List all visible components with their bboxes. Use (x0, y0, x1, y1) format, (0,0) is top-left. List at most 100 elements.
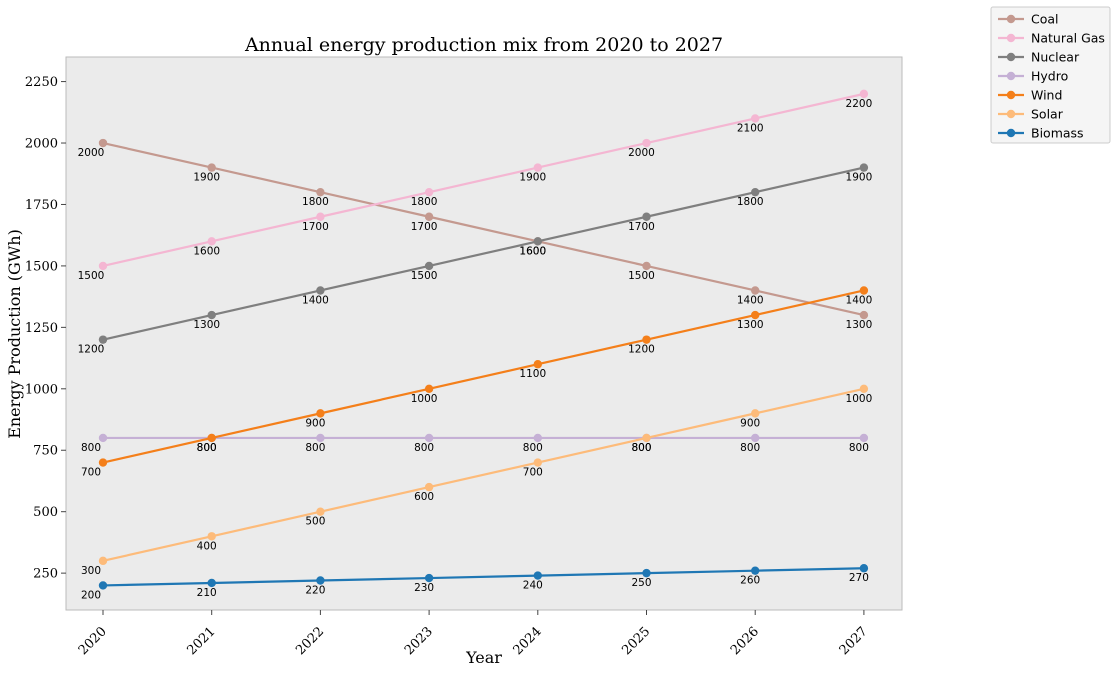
data-label-hydro: 800 (849, 442, 869, 454)
data-point-biomass (751, 566, 760, 575)
data-label-wind: 1400 (846, 294, 873, 306)
data-point-hydro (751, 433, 760, 443)
data-label-coal: 1600 (519, 245, 546, 257)
data-point-biomass (533, 571, 542, 580)
data-label-natural-gas: 1600 (193, 245, 220, 257)
plot-area (65, 56, 903, 611)
y-tick-label: 250 (33, 567, 58, 582)
data-label-natural-gas: 2200 (846, 98, 873, 110)
data-label-nuclear: 1700 (628, 221, 655, 233)
data-label-biomass: 250 (631, 577, 651, 589)
series-line-natural-gas (102, 92, 865, 267)
data-label-solar: 1000 (846, 393, 873, 405)
data-label-hydro: 800 (631, 442, 651, 454)
data-label-nuclear: 1900 (846, 172, 873, 184)
data-label-nuclear: 1800 (737, 196, 764, 208)
x-tick-label: 2025 (619, 624, 653, 658)
data-label-biomass: 240 (523, 580, 543, 592)
data-label-solar: 400 (197, 540, 217, 552)
x-tick-label: 2026 (728, 624, 762, 658)
data-label-hydro: 800 (81, 442, 101, 454)
data-label-wind: 800 (197, 442, 217, 454)
data-point-solar (642, 433, 651, 443)
legend-marker-coal (1006, 14, 1016, 24)
data-point-biomass (642, 568, 651, 578)
data-point-solar (751, 409, 760, 418)
data-label-biomass: 210 (197, 587, 217, 599)
legend-label-wind: Wind (1031, 88, 1062, 103)
data-label-wind: 1300 (737, 319, 764, 331)
data-label-wind: 1000 (411, 393, 438, 405)
y-tick-label: 1000 (25, 382, 58, 397)
x-tick-label: 2020 (76, 624, 110, 658)
data-label-solar: 500 (305, 516, 325, 528)
data-point-biomass (859, 564, 869, 573)
data-point-natural-gas (207, 237, 216, 246)
data-label-solar: 600 (414, 491, 434, 503)
y-tick-label: 750 (33, 444, 58, 459)
data-point-nuclear (207, 310, 216, 320)
data-label-natural-gas: 2100 (737, 122, 764, 134)
legend-marker-natural-gas (1006, 33, 1016, 43)
data-point-coal (859, 310, 869, 320)
data-label-wind: 1100 (519, 368, 546, 380)
y-axis: 250 500 750 1000 1250 1500 1750 2000 2250 (25, 75, 66, 582)
data-point-natural-gas (751, 114, 760, 123)
data-point-wind (642, 335, 651, 344)
data-label-natural-gas: 1700 (302, 221, 329, 233)
data-point-hydro (424, 433, 434, 443)
data-point-wind (207, 433, 216, 443)
data-label-nuclear: 1500 (411, 270, 438, 282)
x-tick-label: 2021 (185, 624, 219, 658)
series-line-nuclear (102, 166, 865, 341)
series-line-wind (102, 289, 865, 464)
data-point-hydro (98, 433, 108, 443)
y-tick-label: 1500 (25, 259, 58, 274)
data-point-coal (751, 286, 760, 295)
y-tick-label: 500 (33, 505, 58, 520)
data-point-nuclear (859, 163, 869, 172)
series-layer: 2000 1900 1800 1700 1600 1500 1400 1300 1500 1600… (78, 89, 873, 601)
data-label-wind: 900 (305, 417, 325, 429)
legend-label-nuclear: Nuclear (1031, 50, 1080, 65)
legend-marker-biomass (1006, 128, 1016, 138)
data-point-solar (98, 556, 108, 566)
data-label-hydro: 800 (740, 442, 760, 454)
data-point-wind (751, 310, 760, 320)
data-point-natural-gas (642, 138, 651, 148)
data-label-nuclear: 1300 (193, 319, 220, 331)
data-label-wind: 700 (81, 467, 101, 479)
legend-marker-wind (1006, 90, 1016, 100)
series-line-biomass (102, 567, 864, 587)
legend-marker-hydro (1006, 71, 1016, 81)
data-label-natural-gas: 1900 (519, 172, 546, 184)
data-label-wind: 1200 (628, 344, 655, 356)
data-point-solar (533, 458, 542, 467)
y-tick-label: 2000 (25, 137, 58, 152)
data-point-nuclear (424, 261, 434, 271)
data-point-wind (424, 384, 434, 393)
data-point-natural-gas (424, 187, 434, 197)
data-label-hydro: 800 (523, 442, 543, 454)
legend-label-natural-gas: Natural Gas (1031, 31, 1105, 46)
legend-box (990, 6, 1111, 144)
data-label-coal: 1300 (846, 319, 873, 331)
data-point-solar (207, 532, 216, 541)
data-point-wind (98, 458, 108, 467)
data-point-coal (642, 261, 651, 271)
x-tick-label: 2027 (837, 624, 871, 658)
data-label-biomass: 230 (414, 582, 434, 594)
data-label-solar: 700 (523, 467, 543, 479)
data-point-nuclear (533, 237, 542, 246)
data-point-natural-gas (533, 163, 542, 172)
series-line-solar (102, 387, 865, 562)
data-label-hydro: 800 (305, 442, 325, 454)
y-tick-label: 2250 (25, 75, 58, 90)
data-point-wind (316, 409, 325, 418)
data-point-natural-gas (316, 212, 325, 221)
data-label-natural-gas: 1800 (411, 196, 438, 208)
data-label-coal: 1400 (737, 294, 764, 306)
data-label-nuclear: 1200 (78, 344, 105, 356)
data-point-nuclear (642, 212, 651, 221)
legend-marker-solar (1006, 109, 1016, 119)
